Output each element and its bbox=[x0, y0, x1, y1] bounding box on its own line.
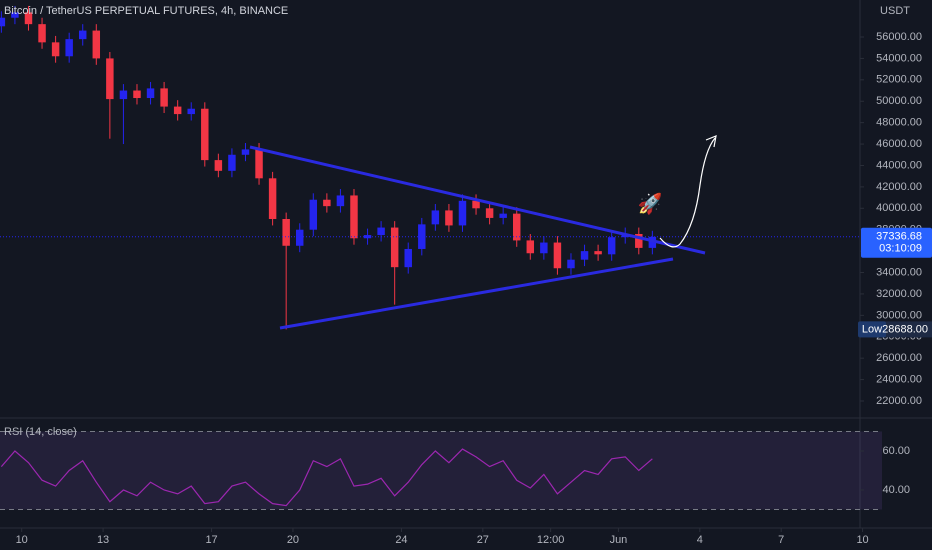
candle-body bbox=[296, 229, 304, 246]
x-tick-label: 7 bbox=[778, 534, 784, 546]
candle-body bbox=[309, 199, 318, 230]
candle-body bbox=[363, 235, 372, 239]
rsi-title: RSI (14, close) bbox=[4, 426, 77, 438]
currency-label: USDT bbox=[880, 5, 910, 17]
y-tick-label: 40000.00 bbox=[876, 202, 922, 214]
last-price-box bbox=[861, 227, 932, 258]
candle-body bbox=[173, 106, 182, 115]
y-tick-label: 52000.00 bbox=[876, 74, 922, 86]
rocket-annotation: 🚀 bbox=[638, 191, 663, 215]
candle-body bbox=[241, 149, 250, 155]
candle-body bbox=[540, 242, 548, 254]
candle-body bbox=[472, 200, 480, 209]
y-tick-label: 30000.00 bbox=[876, 309, 922, 321]
candle-body bbox=[445, 210, 453, 226]
candle-body bbox=[458, 200, 467, 226]
candle-body bbox=[187, 108, 195, 115]
y-tick-label: 34000.00 bbox=[876, 266, 922, 278]
candle-body bbox=[336, 195, 345, 207]
x-tick-label: 13 bbox=[97, 534, 109, 546]
candle-body bbox=[0, 17, 6, 27]
y-tick-label: 54000.00 bbox=[876, 52, 922, 64]
x-tick-label: 24 bbox=[395, 534, 407, 546]
y-tick-label: 42000.00 bbox=[876, 181, 922, 193]
chart-title: Bitcoin / TetherUS PERPETUAL FUTURES, 4h… bbox=[4, 5, 288, 17]
candle-body bbox=[323, 199, 331, 207]
rsi-y-tick-label: 60.00 bbox=[882, 445, 910, 457]
candle-body bbox=[431, 210, 440, 225]
candle-body bbox=[106, 58, 114, 100]
candle-body bbox=[160, 88, 168, 107]
low-marker-label: 28688.00 bbox=[882, 323, 928, 335]
candle-body bbox=[79, 30, 87, 40]
candle-body bbox=[580, 251, 589, 260]
candle-body bbox=[377, 227, 385, 236]
candle-body bbox=[418, 224, 426, 249]
candle-body bbox=[38, 24, 46, 43]
rsi-y-tick-label: 40.00 bbox=[882, 484, 910, 496]
rsi-line bbox=[0, 448, 653, 507]
y-tick-label: 44000.00 bbox=[876, 159, 922, 171]
y-tick-label: 24000.00 bbox=[876, 373, 922, 385]
trend-line-lower bbox=[279, 257, 674, 330]
candle-body bbox=[526, 240, 535, 254]
x-tick-label: 10 bbox=[856, 534, 868, 546]
candle-body bbox=[51, 42, 60, 57]
low-marker-name-box bbox=[858, 321, 886, 338]
candle-body bbox=[65, 39, 73, 57]
candle-body bbox=[567, 259, 575, 269]
candle-body bbox=[350, 195, 358, 239]
candle-body bbox=[648, 236, 657, 248]
candle-body bbox=[607, 237, 616, 255]
x-tick-label: 12:00 bbox=[537, 534, 565, 546]
y-tick-label: 48000.00 bbox=[876, 117, 922, 129]
candle-body bbox=[635, 233, 643, 248]
candle-body bbox=[92, 30, 101, 59]
projection-arrow bbox=[659, 135, 717, 248]
y-tick-label: 56000.00 bbox=[876, 31, 922, 43]
candle-body bbox=[390, 227, 399, 268]
candle-body bbox=[499, 213, 507, 218]
candle-body bbox=[146, 88, 155, 99]
low-marker-name: Low bbox=[862, 323, 882, 335]
candle-body bbox=[553, 242, 562, 269]
countdown-label: 03:10:09 bbox=[879, 243, 922, 255]
candle-body bbox=[201, 108, 209, 161]
x-tick-label: 20 bbox=[287, 534, 299, 546]
candle-body bbox=[485, 208, 494, 218]
y-tick-label: 46000.00 bbox=[876, 138, 922, 150]
candle-body bbox=[228, 154, 236, 171]
candle-body bbox=[24, 12, 33, 25]
trend-line-upper bbox=[249, 145, 706, 255]
x-tick-label: 10 bbox=[16, 534, 28, 546]
candle-body bbox=[255, 149, 263, 179]
candle-body bbox=[282, 218, 290, 246]
candle-body bbox=[11, 12, 19, 18]
candle-body bbox=[119, 90, 128, 100]
y-tick-label: 26000.00 bbox=[876, 352, 922, 364]
last-price-label: 37336.68 bbox=[876, 231, 922, 243]
candle-body bbox=[513, 213, 521, 241]
candle-body bbox=[404, 248, 412, 268]
rsi-band bbox=[0, 431, 882, 510]
x-tick-label: 17 bbox=[205, 534, 217, 546]
x-tick-label: Jun bbox=[610, 534, 628, 546]
candle-body bbox=[214, 160, 223, 171]
x-tick-label: 4 bbox=[697, 534, 703, 546]
candle-body bbox=[133, 90, 141, 99]
y-tick-label: 50000.00 bbox=[876, 95, 922, 107]
y-tick-label: 22000.00 bbox=[876, 395, 922, 407]
candle-body bbox=[268, 178, 277, 219]
candle-body bbox=[594, 251, 602, 255]
x-tick-label: 27 bbox=[477, 534, 489, 546]
y-tick-label: 32000.00 bbox=[876, 288, 922, 300]
